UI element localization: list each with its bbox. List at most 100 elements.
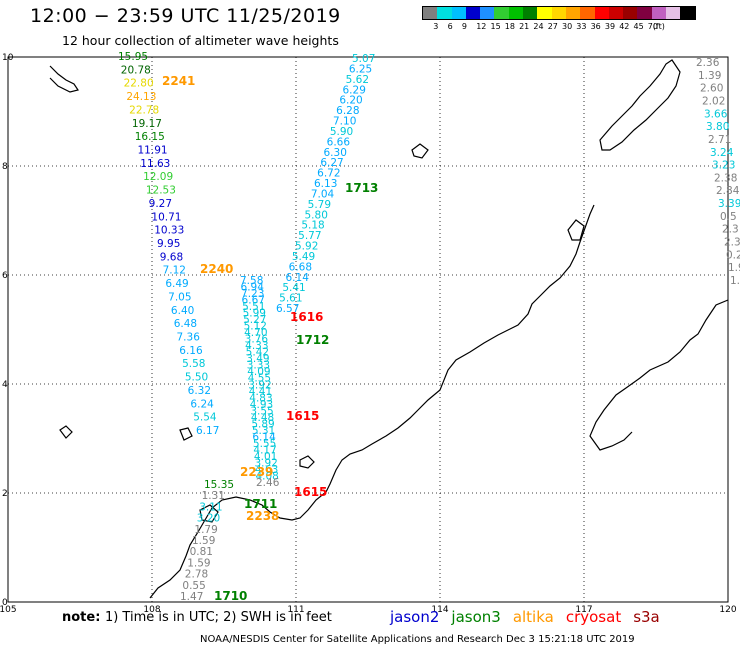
wave-height-value: 0.81: [190, 546, 213, 558]
coastline-island-6: [199, 504, 219, 523]
wave-height-value: 7.12: [163, 265, 186, 277]
wave-height-value: 4.48: [251, 412, 274, 424]
wave-height-value: 6.68: [289, 261, 312, 273]
wave-height-value: 5.99: [243, 308, 266, 320]
satellite-pass-label: 1615: [294, 485, 327, 499]
color-scale-label: 15: [490, 22, 501, 31]
wave-height-value: 6.13: [314, 178, 337, 190]
wave-height-value: 6.24: [190, 398, 214, 410]
satellite-pass-labels: 2241 2240 1713 1616 1712 1615 2239 1615 17112238…: [162, 74, 378, 603]
wave-height-value: 6.16: [179, 345, 203, 357]
lon-tick-label: 111: [287, 605, 304, 615]
wave-height-value: 6.28: [336, 105, 359, 117]
wave-height-value: 7.23: [241, 288, 264, 300]
wave-height-value: 0.2: [726, 249, 740, 261]
satellite-legend-jason2: jason2: [390, 608, 440, 626]
wave-height-value: 3.11: [199, 501, 222, 513]
color-swatch: [508, 7, 524, 19]
wave-height-value: 1.39: [698, 70, 721, 82]
wave-height-value: 4.01: [254, 451, 277, 463]
color-swatch: [551, 7, 566, 19]
wave-height-value: 6.14: [252, 431, 276, 443]
color-scale-label: 30: [562, 22, 573, 31]
wave-height-value: 11.63: [140, 158, 170, 170]
lat-tick-label: 2: [2, 489, 8, 499]
wave-height-value: 22.80: [124, 78, 154, 90]
wave-height-value: 7.05: [168, 291, 191, 303]
wave-height-value: 6.94: [241, 282, 265, 294]
credits-line: NOAA/NESDIS Center for Satellite Applica…: [200, 634, 635, 645]
color-scale-label: 18: [504, 22, 515, 31]
wave-height-value: 5.58: [182, 358, 205, 370]
color-scale-label: 6: [447, 22, 453, 31]
wave-height-value: 5.62: [346, 74, 369, 86]
wave-height-value: 7.58: [240, 275, 263, 287]
color-swatch: [623, 7, 638, 19]
wave-height-value: 4.55: [248, 373, 271, 385]
wave-height-value: 5.51: [242, 301, 265, 313]
wave-height-value: 7.04: [311, 188, 335, 200]
wave-height-value: 9.27: [149, 198, 172, 210]
wave-height-value: 5.55: [253, 438, 276, 450]
color-scale-legend: 3 6 9 12 15 18 21 24 27 30 33 36 39 42 45 70 (ft): [422, 6, 696, 32]
color-swatch: [580, 7, 595, 19]
satellite-legend-cryosat: cryosat: [565, 608, 622, 626]
wave-height-value: 6.49: [165, 278, 188, 290]
wave-height-value: 12.09: [143, 171, 173, 183]
wave-height-value: 6.40: [171, 305, 194, 317]
wave-height-value: 12.53: [146, 185, 176, 197]
wave-height-value: 2.84: [716, 185, 740, 197]
wave-height-value: 0.5: [720, 211, 737, 223]
wave-height-value: 5.77: [298, 230, 321, 242]
wave-height-value: 5.92: [295, 241, 318, 253]
color-swatch: [537, 7, 552, 19]
wave-height-value: 15.35: [204, 479, 234, 491]
satellite-legend-s3a: s3a: [633, 608, 660, 626]
wave-height-value: 1.9: [728, 262, 740, 274]
wave-height-value: 20.78: [121, 64, 151, 76]
wave-height-value: 2.02: [702, 95, 725, 107]
map-title: 12:00 − 23:59 UTC 11/25/2019: [30, 5, 341, 27]
wave-height-value: 5.54: [193, 412, 217, 424]
wave-height-value: 1.79: [194, 524, 217, 536]
lon-tick-label: 120: [719, 605, 736, 615]
color-swatch: [523, 7, 538, 19]
coastline-island-5: [59, 425, 73, 439]
lon-tick-label: 114: [431, 605, 448, 615]
color-scale-label: 70: [647, 22, 658, 31]
color-scale-label: 27: [547, 22, 558, 31]
wave-height-value: 5.12: [244, 321, 267, 333]
grid-lines: [8, 57, 728, 602]
coastline-island-2: [567, 219, 585, 241]
wave-height-value: 6.27: [320, 157, 343, 169]
wave-height-value: 3.92: [248, 379, 271, 391]
wave-height-value: 10.71: [151, 211, 181, 223]
wave-height-value: 5.61: [279, 293, 302, 305]
wave-height-value: 3.49: [246, 353, 269, 365]
color-swatch: [594, 7, 609, 19]
wave-height-value: 2.71: [708, 134, 731, 146]
wave-height-value: 3.33: [247, 360, 270, 372]
lat-tick-label: 10: [2, 53, 14, 63]
wave-height-value: 3.23: [712, 160, 735, 172]
wave-height-value: 2.3: [724, 237, 740, 249]
satellite-pass-label: 1615: [286, 409, 319, 423]
satellite-pass-label: 2240: [200, 262, 233, 276]
wave-height-value: 3.66: [704, 108, 728, 120]
wave-height-value: 7.36: [177, 332, 201, 344]
wave-height-value: 4.41: [249, 386, 272, 398]
color-scale-swatches: [422, 6, 696, 20]
wave-height-value: 2.38: [714, 172, 737, 184]
satellite-pass-label: 1713: [345, 181, 378, 195]
wave-height-value: 4.33: [245, 340, 268, 352]
wave-height-value: 9.95: [157, 238, 180, 250]
wave-height-value: 5.50: [185, 372, 208, 384]
wave-height-value: 2.60: [700, 83, 723, 95]
wave-height-value: 15.95: [118, 51, 148, 63]
wave-height-value: 24.13: [126, 91, 156, 103]
color-swatch: [666, 7, 681, 19]
footer-note-label: note:: [62, 610, 101, 625]
wave-height-value: 19.17: [132, 118, 162, 130]
color-scale-label: 3: [433, 22, 439, 31]
color-swatch: [480, 7, 495, 19]
